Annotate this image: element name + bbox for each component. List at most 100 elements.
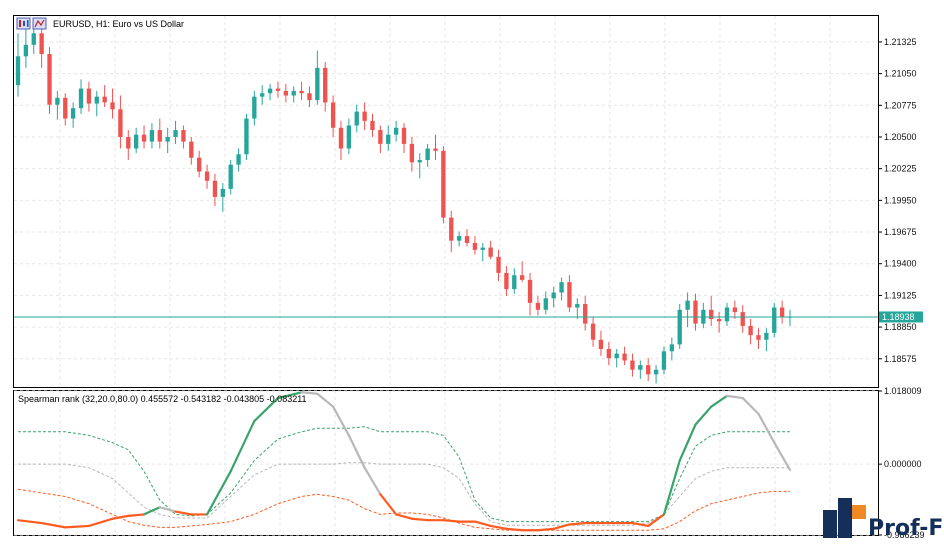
candle bbox=[244, 113, 249, 161]
candle bbox=[275, 81, 281, 98]
candle bbox=[598, 330, 604, 356]
candle bbox=[212, 173, 218, 207]
spearman-line-segment bbox=[64, 524, 90, 529]
candle-body bbox=[472, 242, 478, 250]
spearman-line-segment bbox=[489, 524, 508, 530]
candle bbox=[86, 81, 92, 112]
candle bbox=[661, 346, 667, 375]
price-tick-label: 1.19125 bbox=[884, 290, 917, 300]
candle bbox=[236, 148, 241, 172]
spearman-line-segment bbox=[40, 521, 67, 529]
candle-body bbox=[141, 134, 147, 142]
candle-body bbox=[496, 256, 501, 273]
candle-body bbox=[47, 54, 52, 105]
candle bbox=[338, 120, 344, 161]
spearman-line-segment bbox=[127, 513, 146, 517]
candle bbox=[685, 292, 690, 328]
candle bbox=[480, 242, 485, 262]
candle-body bbox=[630, 360, 635, 370]
candle-body bbox=[181, 130, 186, 142]
spearman-line-segment bbox=[205, 470, 232, 516]
candle bbox=[488, 240, 493, 260]
candle-body bbox=[204, 171, 210, 181]
candle bbox=[677, 304, 682, 349]
candle-body bbox=[724, 307, 730, 322]
candle bbox=[567, 275, 572, 313]
candle-body bbox=[669, 344, 675, 352]
candle bbox=[772, 302, 777, 338]
candle bbox=[307, 86, 312, 108]
candle-body bbox=[244, 118, 249, 155]
price-tick-label: 1.18850 bbox=[884, 322, 917, 332]
spearman-line-segment bbox=[253, 396, 280, 423]
candle bbox=[197, 150, 202, 178]
candle-body bbox=[149, 130, 155, 142]
candle-body bbox=[575, 304, 580, 308]
candle-body bbox=[31, 33, 36, 45]
candle bbox=[409, 136, 415, 172]
candle bbox=[47, 47, 52, 114]
candle-body bbox=[133, 134, 139, 149]
candle bbox=[535, 295, 541, 316]
candle-body bbox=[756, 335, 761, 340]
candle bbox=[393, 120, 399, 142]
signal-line bbox=[18, 462, 790, 526]
spearman-line-segment bbox=[473, 520, 492, 528]
candle-body bbox=[606, 348, 611, 359]
candle-body bbox=[267, 88, 273, 94]
candle-body bbox=[622, 353, 627, 361]
symbol-title: EURUSD, H1: Euro vs US Dollar bbox=[53, 19, 184, 29]
candle-body bbox=[393, 127, 399, 135]
candle bbox=[575, 298, 580, 320]
candle-body bbox=[543, 298, 548, 310]
indicator-lines bbox=[16, 391, 792, 532]
candle-body bbox=[693, 300, 698, 324]
price-tick-label: 1.20775 bbox=[884, 100, 917, 110]
candle-body bbox=[354, 111, 359, 126]
candle bbox=[315, 50, 320, 105]
candle bbox=[472, 236, 478, 255]
candle bbox=[370, 113, 375, 137]
candle bbox=[401, 123, 407, 154]
candle-body bbox=[386, 134, 391, 144]
main-chart-frame[interactable] bbox=[13, 15, 879, 388]
candle bbox=[15, 33, 21, 97]
candle-body bbox=[378, 130, 383, 144]
price-tick-label: 1.20500 bbox=[884, 132, 917, 142]
candle-body bbox=[559, 282, 564, 293]
candle-body bbox=[197, 157, 202, 172]
candle bbox=[323, 62, 328, 112]
candle-body bbox=[661, 351, 667, 370]
candle bbox=[756, 328, 761, 349]
candle-body bbox=[677, 309, 682, 345]
candle bbox=[189, 136, 194, 165]
candle bbox=[299, 81, 304, 101]
candle-body bbox=[583, 304, 588, 324]
spearman-line-segment bbox=[363, 466, 382, 496]
candle-body bbox=[338, 127, 344, 149]
spearman-line-segment bbox=[505, 527, 524, 532]
candle bbox=[504, 266, 509, 296]
candle-body bbox=[275, 88, 281, 91]
candle bbox=[141, 125, 147, 149]
indicator-label: Spearman rank (32,20.0,80.0) 0.455572 -0… bbox=[18, 394, 307, 404]
spearman-line-segment bbox=[395, 513, 413, 520]
candle bbox=[260, 85, 265, 105]
price-tick-label: 1.21050 bbox=[884, 69, 917, 79]
candle-body bbox=[748, 325, 753, 336]
candle bbox=[551, 286, 556, 308]
candle bbox=[63, 93, 68, 126]
candle bbox=[669, 337, 675, 361]
spearman-line-segment bbox=[347, 434, 366, 469]
spearman-line-segment bbox=[757, 412, 776, 444]
candle bbox=[102, 85, 107, 108]
spearman-line-segment bbox=[773, 441, 792, 471]
candle-body bbox=[260, 93, 265, 97]
candle bbox=[78, 79, 84, 114]
candle-body bbox=[236, 154, 241, 165]
current-price-badge bbox=[879, 311, 923, 323]
spearman-line-segment bbox=[87, 517, 114, 528]
candle bbox=[693, 293, 698, 331]
indicator-axis: 1.018009 0.000000 -0.986239 bbox=[878, 386, 925, 540]
